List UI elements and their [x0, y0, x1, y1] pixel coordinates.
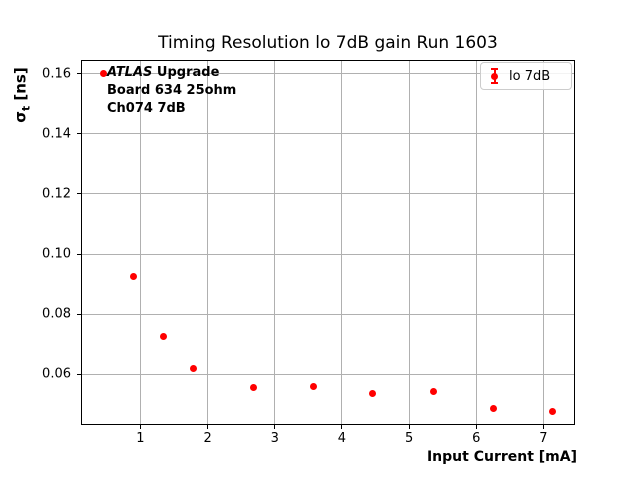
annotation-line-3: Ch074 7dB: [107, 101, 186, 116]
y-tick-label: 0.14: [42, 126, 71, 142]
x-gridline: [274, 60, 276, 425]
data-point: [190, 365, 197, 373]
x-gridline: [408, 60, 410, 425]
y-gridline: [81, 73, 575, 75]
plot-area: 1 2 3 4 5 6 7 0.06 0.08 0.10 0.12 0.14 0.16: [42, 60, 575, 446]
y-gridline: [81, 373, 575, 375]
annotation-line-1: ATLAS Upgrade: [107, 64, 236, 82]
y-tick-label: 0.16: [42, 66, 71, 82]
errorbar-cap-bottom: [491, 82, 498, 84]
legend-label: lo 7dB: [509, 68, 551, 84]
x-tick-label: 1: [136, 431, 145, 446]
y-axis-label: σt [ns]: [12, 67, 33, 122]
y-tick-label: 0.08: [42, 306, 71, 322]
y-tick-label: 0.06: [42, 366, 71, 382]
x-tick-label: 6: [472, 431, 481, 446]
chart-title: Timing Resolution lo 7dB gain Run 1603: [158, 33, 498, 53]
y-gridline: [81, 193, 575, 195]
y-tick-mark: [77, 373, 81, 375]
y-axis-label-subscript: t: [19, 105, 33, 112]
y-tick-mark: [77, 253, 81, 255]
x-tick-mark: [139, 425, 141, 429]
y-gridline: [81, 133, 575, 135]
x-gridline: [475, 60, 477, 425]
y-tick-mark: [77, 313, 81, 315]
x-tick-label: 5: [404, 431, 414, 446]
y-tick-label: 0.10: [42, 246, 71, 262]
legend: lo 7dB: [480, 62, 572, 90]
annotation-upgrade: Upgrade: [152, 65, 220, 80]
y-tick-label: 0.12: [42, 186, 71, 202]
x-gridline: [542, 60, 544, 425]
errorbar-marker-icon: [490, 67, 499, 85]
data-point: [100, 70, 107, 78]
x-tick-mark: [542, 425, 544, 429]
y-tick-mark: [77, 73, 81, 75]
x-tick-mark: [475, 425, 477, 429]
x-tick-label: 2: [203, 431, 212, 446]
x-axis-label: Input Current [mA]: [426, 449, 577, 465]
data-point: [249, 384, 257, 392]
errorbar-dot: [491, 72, 498, 80]
x-tick-label: 3: [270, 431, 279, 446]
x-tick-mark: [274, 425, 276, 429]
annotation-atlas: ATLAS: [107, 65, 153, 80]
y-axis-label-sigma: σ: [11, 111, 30, 123]
y-axis-label-units: [ns]: [11, 67, 30, 106]
y-gridline: [81, 253, 575, 255]
data-point: [159, 333, 167, 341]
data-point: [489, 404, 497, 412]
y-tick-mark: [77, 193, 81, 195]
x-tick-label: 7: [539, 431, 548, 446]
y-gridline: [81, 313, 575, 315]
x-gridline: [139, 60, 141, 425]
annotation: ATLAS Upgrade Board 634 25ohm Ch074 7dB: [107, 64, 236, 118]
data-point: [369, 389, 377, 397]
data-point: [549, 407, 557, 415]
data-point: [429, 388, 437, 396]
x-tick-mark: [207, 425, 209, 429]
data-point: [129, 272, 137, 280]
x-gridline: [341, 60, 343, 425]
x-gridline: [207, 60, 209, 425]
data-point: [309, 383, 317, 391]
x-tick-label: 4: [337, 431, 347, 446]
y-tick-mark: [77, 133, 81, 135]
errorbar-cap-top: [491, 68, 498, 70]
annotation-line-2: Board 634 25ohm: [107, 83, 237, 98]
x-tick-mark: [341, 425, 343, 429]
x-tick-mark: [408, 425, 410, 429]
